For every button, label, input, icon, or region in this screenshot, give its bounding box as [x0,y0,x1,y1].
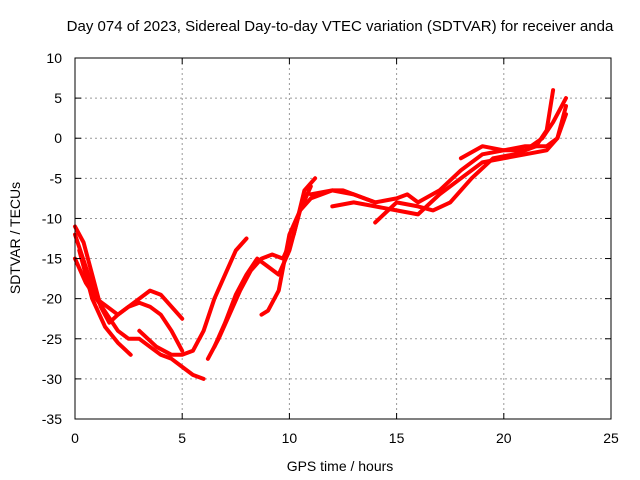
series-group [73,88,568,381]
plot-frame [74,57,612,420]
y-tick-label: -10 [42,210,62,226]
series-line-pass-5 [137,236,249,357]
series-line-pass-7 [212,184,313,349]
y-tick-label: -15 [42,251,62,267]
y-ticks: -35 -30 -25 -20 -15 -10 -5 0 5 10 [42,50,611,427]
y-tick-label: -30 [42,371,62,387]
series-line-pass-6 [205,176,318,361]
x-tick-label: 0 [71,430,79,446]
y-tick-label: 0 [54,130,62,146]
grid [75,58,611,419]
x-tick-label: 25 [603,430,619,446]
x-tick-label: 5 [178,430,186,446]
series-line-pass-8 [259,188,378,317]
y-tick-label: -25 [42,331,62,347]
x-ticks: 0 5 10 15 20 25 [71,58,619,446]
x-tick-label: 20 [496,430,512,446]
y-tick-label: 10 [46,50,62,66]
x-tick-label: 10 [282,430,298,446]
y-tick-label: -5 [50,170,63,186]
series-line-pass-10 [330,104,568,217]
series-line-pass-9 [308,112,568,205]
chart-title: Day 074 of 2023, Sidereal Day-to-day VTE… [67,18,614,35]
x-tick-label: 15 [389,430,405,446]
y-tick-label: 5 [54,90,62,106]
y-tick-label: -20 [42,291,62,307]
series-line-pass-12 [458,96,568,161]
y-tick-label: -35 [42,411,62,427]
y-axis-label: SDTVAR / TECUs [7,182,23,294]
x-axis-label: GPS time / hours [287,458,394,474]
series-line-pass-4 [77,248,133,357]
